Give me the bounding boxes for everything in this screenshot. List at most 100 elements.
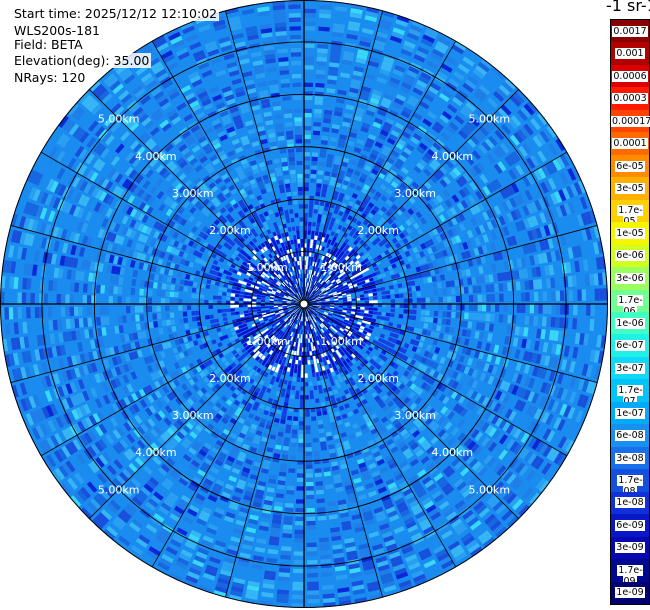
range-gate-cell [370,125,380,133]
range-gate-cell [339,165,347,172]
range-gate-cell [395,235,402,242]
range-gate-cell [522,350,530,362]
range-gate-cell [308,293,312,297]
range-gate-cell [314,293,318,297]
range-gate-cell [334,339,339,345]
range-gate-cell [420,310,426,316]
range-gate-cell [332,251,337,257]
range-gate-cell [476,313,482,321]
range-gate-cell [560,359,568,371]
range-gate-cell [368,242,375,249]
range-gate-cell [469,520,482,531]
range-gate-cell [554,249,561,262]
range-gate-cell [489,181,499,192]
range-gate-cell [436,259,442,267]
range-gate-cell [328,312,333,315]
range-gate-cell [395,93,407,102]
range-gate-cell [321,315,326,320]
range-gate-cell [496,145,507,157]
range-gate-cell [516,292,522,302]
range-gate-cell [442,304,448,310]
range-gate-cell [436,40,449,51]
range-gate-cell [344,379,350,385]
range-gate-cell [401,464,411,473]
range-gate-cell [473,204,481,214]
range-gate-cell [321,219,326,225]
range-gate-cell [487,441,498,453]
range-gate-cell [432,317,438,324]
range-gate-cell [427,238,435,247]
range-gate-cell [403,304,409,309]
range-gate-cell [356,321,362,326]
range-gate-cell [448,255,455,263]
range-gate-cell [498,283,504,292]
range-gate-cell [388,322,394,327]
range-gate-cell [416,104,428,114]
range-gate-cell [427,567,441,577]
range-gate-cell [494,293,500,302]
range-gate-cell [315,398,320,404]
range-gate-cell [421,97,432,106]
range-gate-cell [465,155,475,166]
range-gate-cell [325,307,330,310]
range-gate-cell [354,276,360,281]
range-gate-cell [417,363,424,370]
range-gate-cell [415,129,425,138]
range-gate-cell [350,155,359,162]
range-gate-cell [408,475,418,484]
range-gate-cell [539,480,550,493]
range-gate-cell [278,572,290,578]
range-gate-cell [544,162,555,175]
range-gate-cell [358,328,364,333]
range-gate-cell [449,207,458,216]
range-gate-cell [518,350,525,360]
range-gate-cell [430,209,438,218]
range-gate-cell [468,475,480,487]
range-gate-cell [449,139,459,149]
range-gate-cell [400,324,406,330]
range-gate-cell [311,289,315,294]
range-gate-cell [280,550,292,556]
range-gate-cell [348,350,354,356]
range-gate-cell [304,82,314,88]
range-gate-cell [412,213,419,222]
range-gate-cell [433,252,440,260]
range-gate-cell [499,188,508,200]
range-gate-cell [374,478,384,486]
range-gate-cell [363,258,370,264]
range-gate-cell [320,441,327,447]
range-gate-cell [431,124,442,134]
range-gate-cell [442,448,452,458]
range-gate-cell [365,180,373,187]
range-gate-cell [325,262,330,268]
range-gate-cell [369,56,381,64]
range-gate-cell [325,267,330,273]
range-gate-cell [317,290,322,294]
range-gate-cell [468,339,474,348]
range-gate-cell [413,385,420,393]
range-gate-cell [299,416,304,422]
range-gate-cell [440,406,449,415]
range-gate-cell [310,279,314,284]
range-gate-cell [445,247,453,256]
range-gate-cell [474,482,486,493]
range-gate-cell [404,408,412,416]
range-gate-cell [366,458,375,466]
range-gate-cell [411,20,425,29]
range-gate-cell [305,442,312,448]
range-gate-cell [367,229,374,236]
range-gate-cell [531,352,538,364]
range-gate-cell [334,305,339,308]
range-gate-cell [526,120,538,133]
range-gate-cell [304,78,314,83]
range-gate-cell [319,436,326,443]
range-gate-cell [550,432,560,445]
range-gate-cell [318,524,328,530]
range-gate-cell [352,174,360,181]
range-gate-cell [387,400,395,408]
range-gate-cell [304,147,311,153]
range-gate-cell [306,291,309,296]
range-gate-cell [428,449,438,458]
range-gate-cell [339,334,345,339]
range-gate-cell [583,333,590,346]
